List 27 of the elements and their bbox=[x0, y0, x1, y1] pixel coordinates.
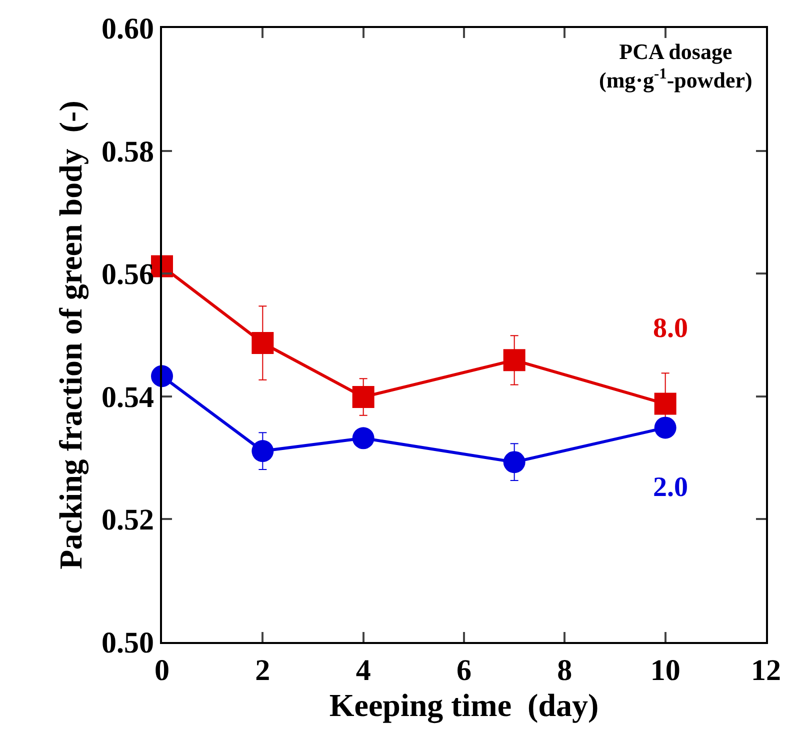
point bbox=[252, 440, 274, 462]
series-label: 2.0 bbox=[653, 472, 688, 503]
x-axis-title: Keeping time (day) bbox=[329, 687, 599, 724]
point bbox=[151, 365, 173, 388]
point bbox=[252, 332, 274, 354]
point bbox=[503, 349, 526, 372]
point bbox=[654, 392, 676, 415]
x-tick-label: 12 bbox=[751, 654, 781, 687]
series-label: 8.0 bbox=[653, 313, 688, 344]
y-tick-label: 0.56 bbox=[102, 258, 154, 292]
y-tick-label: 0.52 bbox=[102, 504, 154, 537]
point bbox=[654, 416, 676, 439]
x-tick-label: 4 bbox=[356, 654, 371, 687]
x-tick-label: 0 bbox=[154, 654, 170, 687]
point bbox=[352, 427, 374, 450]
x-tick-label: 8 bbox=[557, 654, 572, 687]
legend-title: PCA dosage (mg·g$^{-1}$-powder) bbox=[599, 39, 752, 93]
x-tick-label: 2 bbox=[255, 654, 270, 687]
y-tick-label: 0.54 bbox=[102, 380, 154, 414]
point bbox=[503, 451, 526, 474]
x-tick-label: 10 bbox=[650, 654, 680, 687]
y-tick-label: 0.58 bbox=[102, 135, 154, 168]
point bbox=[352, 386, 374, 408]
x-tick-label: 6 bbox=[456, 654, 472, 687]
y-axis-title: Packing fraction of green body (-) bbox=[52, 100, 90, 570]
y-tick-label: 0.60 bbox=[102, 12, 154, 46]
y-tick-label: 0.50 bbox=[102, 626, 154, 660]
